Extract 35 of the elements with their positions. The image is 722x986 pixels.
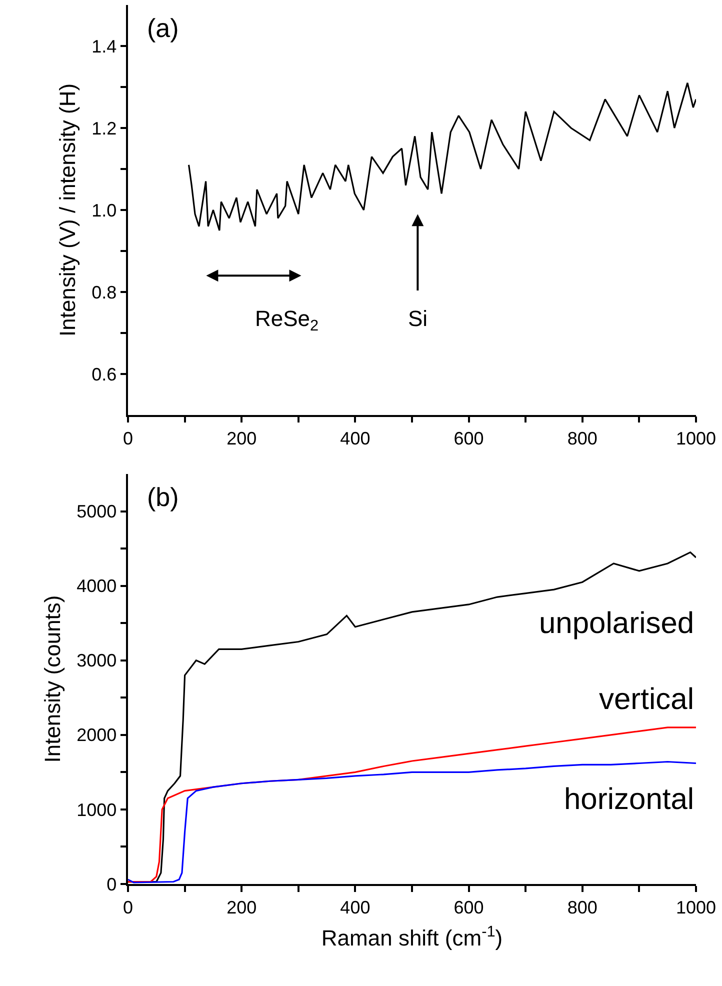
x-tick-label: 0 xyxy=(122,897,134,918)
x-tick-label: 800 xyxy=(567,897,598,918)
x-tick-label: 600 xyxy=(454,428,484,448)
x-tick-label: 200 xyxy=(226,428,257,448)
y-tick-label: 5000 xyxy=(76,502,117,522)
y-axis-title: Intensity (counts) xyxy=(40,595,65,763)
line-series xyxy=(128,760,696,884)
x-tick-label: 600 xyxy=(454,897,484,918)
annotation: (b) xyxy=(147,482,179,512)
y-tick-label: 1.4 xyxy=(92,36,117,56)
y-tick-label: 1.0 xyxy=(92,200,117,220)
series-label: vertical xyxy=(599,683,694,716)
x-axis-title: Raman shift (cm$^{-1}$) xyxy=(321,924,503,951)
series-label: horizontal xyxy=(564,783,694,816)
y-tick-label: 1000 xyxy=(76,800,117,820)
x-tick-label: 400 xyxy=(340,428,370,448)
y-tick-label: 3000 xyxy=(76,650,117,671)
y-tick-label: 4000 xyxy=(76,576,117,596)
y-tick-label: 0.8 xyxy=(92,282,117,302)
annotation: Si xyxy=(408,306,428,331)
x-tick-label: 200 xyxy=(226,897,257,918)
y-tick-label: 0.6 xyxy=(92,364,117,384)
y-tick-label: 1.2 xyxy=(92,118,117,138)
x-tick-label: 800 xyxy=(567,428,598,448)
annotation: (a) xyxy=(147,13,179,43)
y-tick-label: 2000 xyxy=(76,725,117,746)
y-axis-title: Intensity (V) / intensity (H) xyxy=(54,83,80,337)
y-tick-label: 0 xyxy=(106,874,117,894)
annotation: ReSe$_{2}$ xyxy=(255,306,319,335)
x-tick-label: 400 xyxy=(340,897,370,918)
line-series xyxy=(188,82,696,232)
x-tick-label: 0 xyxy=(122,428,134,448)
series-label: unpolarised xyxy=(539,607,694,640)
x-tick-label: 1000 xyxy=(676,428,716,448)
x-tick-label: 1000 xyxy=(676,897,716,918)
